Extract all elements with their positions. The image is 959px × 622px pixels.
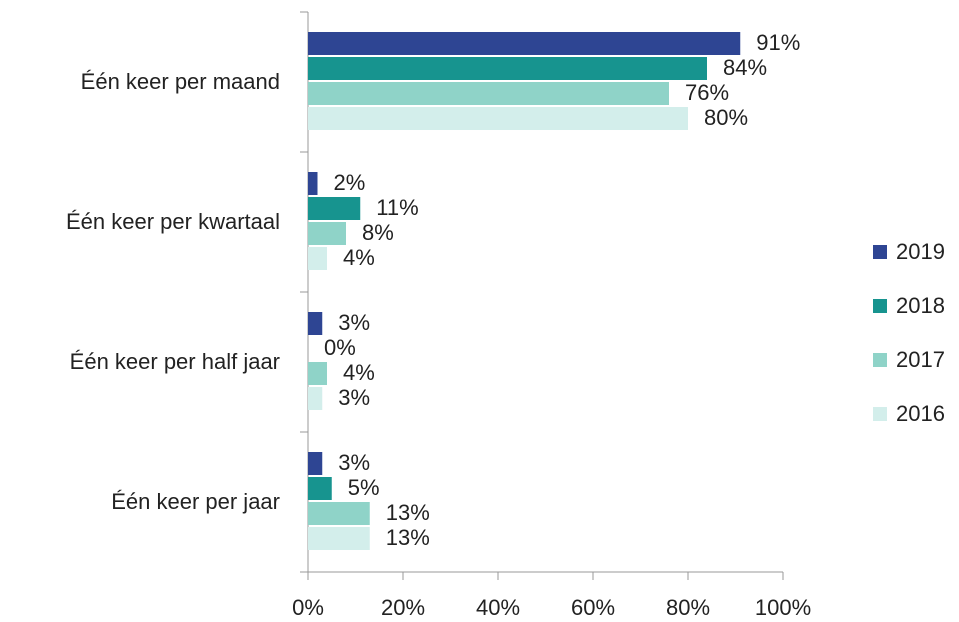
legend-swatch [873, 299, 887, 313]
bar [308, 107, 688, 130]
legend-label: 2016 [896, 401, 945, 426]
value-label: 3% [338, 385, 370, 410]
value-label: 13% [386, 500, 430, 525]
bar [308, 172, 318, 195]
legend-label: 2018 [896, 293, 945, 318]
category-label: Één keer per maand [81, 69, 280, 94]
bar [308, 477, 332, 500]
legend-swatch [873, 407, 887, 421]
legend-swatch [873, 353, 887, 367]
legend-label: 2017 [896, 347, 945, 372]
value-label: 2% [334, 170, 366, 195]
value-label: 5% [348, 475, 380, 500]
legend-label: 2019 [896, 239, 945, 264]
bar [308, 57, 707, 80]
category-label: Één keer per jaar [111, 489, 280, 514]
value-label: 4% [343, 360, 375, 385]
value-label: 3% [338, 450, 370, 475]
value-label: 84% [723, 55, 767, 80]
value-label: 4% [343, 245, 375, 270]
bar [308, 452, 323, 475]
x-tick-label: 60% [571, 595, 615, 620]
x-tick-label: 40% [476, 595, 520, 620]
value-label: 91% [756, 30, 800, 55]
value-label: 0% [324, 335, 356, 360]
value-label: 3% [338, 310, 370, 335]
bar [308, 527, 370, 550]
x-tick-label: 0% [292, 595, 324, 620]
category-label: Één keer per half jaar [70, 349, 280, 374]
value-label: 13% [386, 525, 430, 550]
value-label: 80% [704, 105, 748, 130]
bar [308, 247, 327, 270]
legend-swatch [873, 245, 887, 259]
x-tick-label: 80% [666, 595, 710, 620]
bar [308, 197, 361, 220]
value-label: 8% [362, 220, 394, 245]
value-label: 11% [376, 195, 418, 220]
bar [308, 222, 346, 245]
category-label: Één keer per kwartaal [66, 209, 280, 234]
x-tick-label: 20% [381, 595, 425, 620]
bar [308, 387, 323, 410]
x-tick-label: 100% [755, 595, 811, 620]
bar [308, 502, 370, 525]
bar [308, 32, 741, 55]
bar [308, 312, 323, 335]
value-label: 76% [685, 80, 729, 105]
bar [308, 362, 327, 385]
bar [308, 82, 669, 105]
